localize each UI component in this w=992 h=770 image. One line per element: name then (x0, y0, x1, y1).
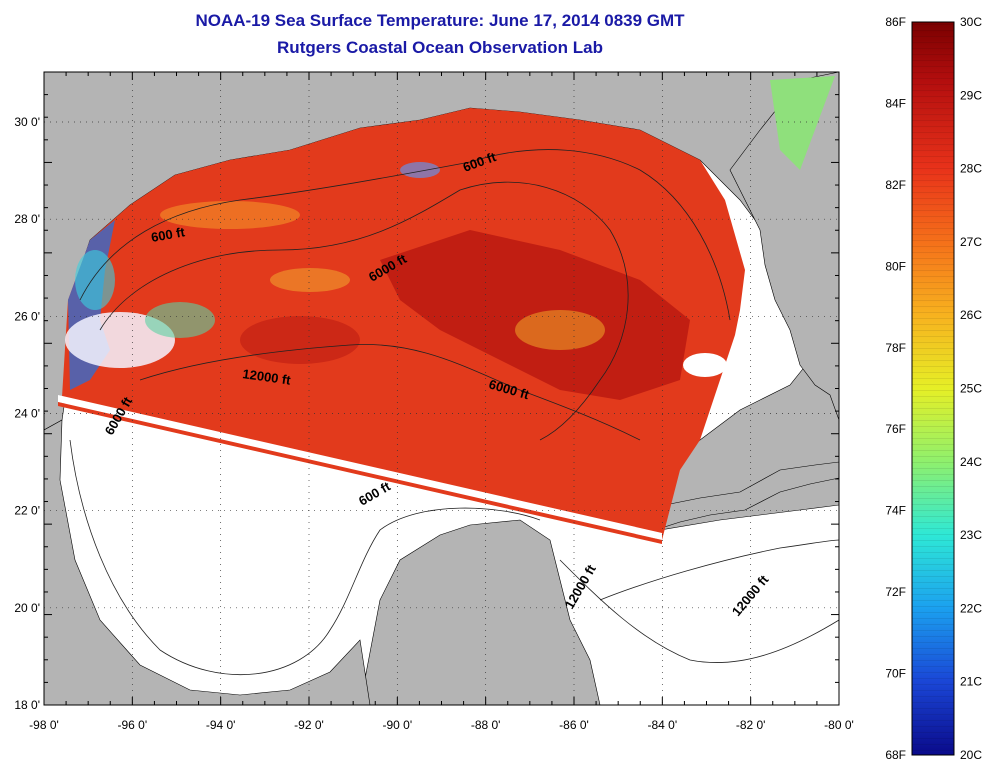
colorbar-c-label: 20C (960, 748, 982, 762)
colorbar-c-label: 30C (960, 15, 982, 29)
sst-cool-patch (75, 250, 115, 310)
sst-warm-streak (160, 201, 300, 229)
mexico-land (44, 419, 371, 705)
colorbar-f-label: 68F (885, 748, 906, 762)
colorbar-f-label: 82F (885, 178, 906, 192)
colorbar-celsius-labels: 30C 29C 28C 27C 26C 25C 24C 23C 22C 21C 20C (960, 15, 982, 762)
colorbar-c-label: 21C (960, 675, 982, 689)
sst-swath-east (770, 76, 835, 170)
colorbar-c-label: 27C (960, 235, 982, 249)
colorbar-f-label: 72F (885, 585, 906, 599)
y-tick-label: 24 0' (14, 407, 40, 421)
contour-caribbean (559, 559, 839, 663)
y-tick-label: 20 0' (14, 601, 40, 615)
x-tick-label: -90 0' (383, 718, 413, 732)
contour-caribbean (599, 539, 839, 601)
x-tick-label: -84 0' (648, 718, 678, 732)
scan-gap (58, 395, 662, 540)
map-title: NOAA-19 Sea Surface Temperature: June 17… (195, 11, 685, 30)
graticule (44, 72, 839, 705)
contour-6000ft (99, 181, 629, 441)
contour-12000ft (139, 344, 641, 441)
x-tick-label: -96 0' (118, 718, 148, 732)
colorbar-c-label: 22C (960, 601, 982, 615)
colorbar-c-label: 23C (960, 528, 982, 542)
y-tick-label: 28 0' (14, 212, 40, 226)
florida-land (729, 72, 839, 421)
colorbar-c-label: 25C (960, 382, 982, 396)
colorbar-f-label: 76F (885, 422, 906, 436)
y-tick-label: 26 0' (14, 309, 40, 323)
colorbar-banding (912, 22, 954, 755)
axis-ticks (43, 71, 840, 706)
contour-600ft (79, 149, 731, 321)
colorbar-f-label: 70F (885, 667, 906, 681)
x-tick-label: -98 0' (29, 718, 59, 732)
y-axis-labels: 30 0' 28 0' 26 0' 24 0' 22 0' 20 0' 18 0' (14, 115, 40, 712)
x-tick-label: -92 0' (294, 718, 324, 732)
y-tick-label: 22 0' (14, 504, 40, 518)
colorbar-f-label: 84F (885, 96, 906, 110)
colorbar-fahrenheit-labels: 86F 84F 82F 80F 78F 76F 74F 72F 70F 68F (885, 15, 906, 762)
colorbar-c-label: 24C (960, 455, 982, 469)
contour-label: 12000 ft (242, 366, 293, 388)
x-tick-label: -88 0' (471, 718, 501, 732)
sst-cool-patch (145, 302, 215, 338)
colorbar-f-label: 74F (885, 504, 906, 518)
map-subtitle: Rutgers Coastal Ocean Observation Lab (277, 38, 603, 57)
colorbar-f-label: 80F (885, 259, 906, 273)
sst-warm-streak (515, 310, 605, 350)
contour-label: 600 ft (150, 224, 187, 245)
x-tick-label: -82 0' (736, 718, 766, 732)
colorbar-f-label: 78F (885, 341, 906, 355)
contour-south (69, 439, 541, 676)
sst-warm-streak (270, 268, 350, 292)
colorbar-c-label: 28C (960, 162, 982, 176)
yucatan-land (359, 519, 601, 705)
colorbar-f-label: 86F (885, 15, 906, 29)
y-tick-label: 30 0' (14, 115, 40, 129)
colorbar-c-label: 26C (960, 308, 982, 322)
cloud-gap (400, 162, 440, 178)
y-tick-label: 18 0' (14, 698, 40, 712)
x-tick-label: -86 0' (559, 718, 589, 732)
sst-hot-patch (240, 316, 360, 364)
scan-stripe (58, 402, 662, 544)
cloud-gap (683, 353, 727, 377)
colorbar-c-label: 29C (960, 88, 982, 102)
cuba-land (639, 461, 839, 531)
x-tick-label: -94 0' (206, 718, 236, 732)
x-axis-labels: -98 0' -96 0' -94 0' -92 0' -90 0' -88 0' -86 … (29, 718, 854, 732)
x-tick-label: -80 0' (824, 718, 854, 732)
